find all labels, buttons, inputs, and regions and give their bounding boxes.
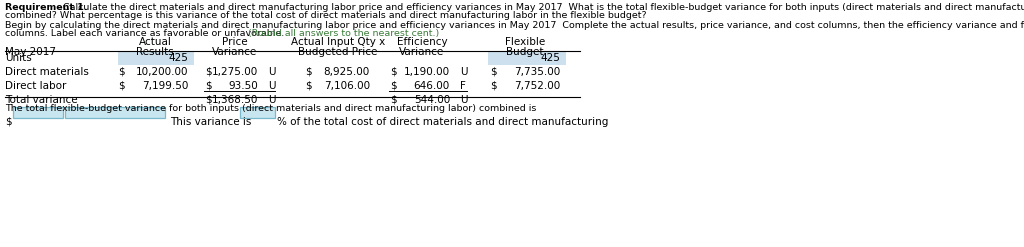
- Text: Price: Price: [222, 37, 248, 47]
- Text: Actual Input Qty x: Actual Input Qty x: [291, 37, 385, 47]
- Text: $: $: [305, 81, 311, 91]
- Text: U: U: [460, 95, 468, 105]
- FancyBboxPatch shape: [118, 52, 194, 65]
- FancyBboxPatch shape: [65, 107, 165, 119]
- Text: $: $: [490, 81, 497, 91]
- Text: U: U: [460, 67, 468, 77]
- Text: Actual: Actual: [138, 37, 171, 47]
- Text: 425: 425: [540, 53, 560, 63]
- FancyBboxPatch shape: [488, 52, 566, 65]
- Text: This variance is: This variance is: [170, 117, 251, 127]
- FancyBboxPatch shape: [13, 107, 63, 119]
- Text: 93.50: 93.50: [228, 81, 258, 91]
- Text: F: F: [460, 81, 466, 91]
- Text: Variance: Variance: [212, 47, 258, 57]
- Text: U: U: [268, 81, 275, 91]
- Text: $: $: [490, 67, 497, 77]
- Text: 1,190.00: 1,190.00: [403, 67, 450, 77]
- Text: $: $: [5, 117, 11, 127]
- Text: 1,368.50: 1,368.50: [212, 95, 258, 105]
- Text: Variance: Variance: [399, 47, 444, 57]
- Text: The total flexible-budget variance for both inputs (direct materials and direct : The total flexible-budget variance for b…: [5, 104, 537, 113]
- Text: 544.00: 544.00: [414, 95, 450, 105]
- Text: 7,752.00: 7,752.00: [514, 81, 560, 91]
- Text: $: $: [205, 67, 212, 77]
- Text: $: $: [205, 81, 212, 91]
- Text: $: $: [305, 67, 311, 77]
- Text: columns. Label each variance as favorable or unfavorable.: columns. Label each variance as favorabl…: [5, 29, 288, 38]
- Text: $: $: [390, 81, 396, 91]
- Text: U: U: [268, 95, 275, 105]
- Text: 7,106.00: 7,106.00: [324, 81, 370, 91]
- Text: 7,735.00: 7,735.00: [514, 67, 560, 77]
- Text: 8,925.00: 8,925.00: [324, 67, 370, 77]
- Text: 7,199.50: 7,199.50: [141, 81, 188, 91]
- Text: $: $: [390, 95, 396, 105]
- Text: U: U: [268, 67, 275, 77]
- Text: Flexible: Flexible: [505, 37, 545, 47]
- Text: $: $: [118, 67, 125, 77]
- Text: $: $: [118, 81, 125, 91]
- Text: combined? What percentage is this variance of the total cost of direct materials: combined? What percentage is this varian…: [5, 11, 646, 20]
- Text: 425: 425: [168, 53, 188, 63]
- Text: 646.00: 646.00: [414, 81, 450, 91]
- Text: Begin by calculating the direct materials and direct manufacturing labor price a: Begin by calculating the direct material…: [5, 21, 1024, 30]
- Text: Total variance: Total variance: [5, 95, 78, 105]
- Text: Budgeted Price: Budgeted Price: [298, 47, 378, 57]
- Text: (Round all answers to the nearest cent.): (Round all answers to the nearest cent.): [248, 29, 439, 38]
- Text: Results: Results: [136, 47, 174, 57]
- Text: 10,200.00: 10,200.00: [135, 67, 188, 77]
- Text: $: $: [390, 67, 396, 77]
- Text: Budget: Budget: [506, 47, 544, 57]
- Text: Calculate the direct materials and direct manufacturing labor price and efficien: Calculate the direct materials and direc…: [60, 3, 1024, 12]
- Text: Units: Units: [5, 53, 32, 63]
- Text: % of the total cost of direct materials and direct manufacturing: % of the total cost of direct materials …: [278, 117, 608, 127]
- Text: 1,275.00: 1,275.00: [212, 67, 258, 77]
- Text: Efficiency: Efficiency: [396, 37, 447, 47]
- Text: $: $: [205, 95, 212, 105]
- Text: May 2017: May 2017: [5, 47, 56, 57]
- Text: Requirement 1.: Requirement 1.: [5, 3, 88, 12]
- Text: Direct materials: Direct materials: [5, 67, 89, 77]
- FancyBboxPatch shape: [240, 107, 275, 119]
- Text: Direct labor: Direct labor: [5, 81, 67, 91]
